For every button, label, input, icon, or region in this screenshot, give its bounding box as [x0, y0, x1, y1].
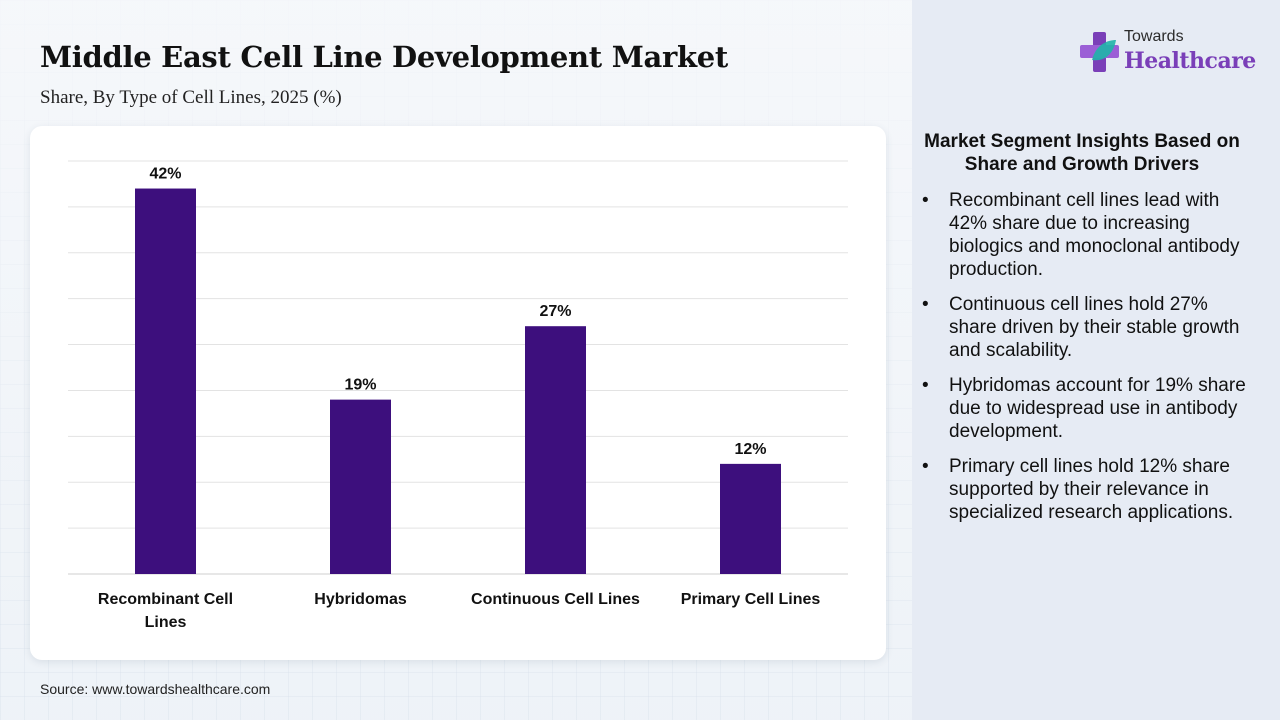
- insights-title: Market Segment Insights Based on Share a…: [924, 131, 1240, 175]
- insight-item: • Continuous cell lines hold 27% share dr…: [922, 293, 1252, 362]
- source-note: Source: www.towardshealthcare.com: [40, 681, 271, 697]
- bar: [330, 399, 391, 574]
- page-title: Middle East Cell Line Development Market: [40, 40, 729, 74]
- bar-chart: 42% Recombinant Cell Lines 19% Hybridomas 27%…: [68, 160, 848, 631]
- bar: [135, 188, 196, 574]
- logo-text-bottom: Healthcare: [1124, 48, 1256, 74]
- insights-list: • Recombinant cell lines lead with 42% sh…: [922, 189, 1252, 536]
- insight-text: Recombinant cell lines lead with 42% sha…: [949, 190, 1240, 280]
- insight-text: Hybridomas account for 19% share due to …: [949, 375, 1246, 442]
- category-label: Continuous Cell Lines: [471, 591, 640, 608]
- insight-item: • Hybridomas account for 19% share due to…: [922, 374, 1252, 443]
- data-label: 12%: [734, 441, 766, 458]
- brand-logo: Towards Healthcare: [1080, 28, 1260, 80]
- category-label: Primary Cell Lines: [681, 591, 821, 608]
- chart-card: 42% Recombinant Cell Lines 19% Hybridomas 27%…: [30, 126, 886, 660]
- insights-panel: [912, 0, 1280, 720]
- insight-item: • Recombinant cell lines lead with 42% sh…: [922, 189, 1252, 281]
- page-subtitle: Share, By Type of Cell Lines, 2025 (%): [40, 87, 342, 108]
- insight-text: Primary cell lines hold 12% share suppor…: [949, 456, 1234, 523]
- bullet-mark: •: [922, 375, 929, 396]
- plus-leaf-icon: [1080, 32, 1119, 72]
- data-label: 27%: [539, 303, 571, 320]
- bullet-mark: •: [922, 456, 929, 477]
- data-label: 19%: [344, 377, 376, 394]
- insight-text: Continuous cell lines hold 27% share dri…: [949, 294, 1240, 361]
- bar: [525, 326, 586, 574]
- bullet-mark: •: [922, 190, 929, 211]
- bar: [720, 463, 781, 574]
- logo-text-top: Towards: [1124, 28, 1184, 45]
- bullet-mark: •: [922, 294, 929, 315]
- category-label: Recombinant Cell Lines: [98, 591, 233, 631]
- insight-item: • Primary cell lines hold 12% share suppo…: [922, 455, 1252, 524]
- data-label: 42%: [149, 166, 181, 183]
- category-label: Hybridomas: [314, 591, 407, 608]
